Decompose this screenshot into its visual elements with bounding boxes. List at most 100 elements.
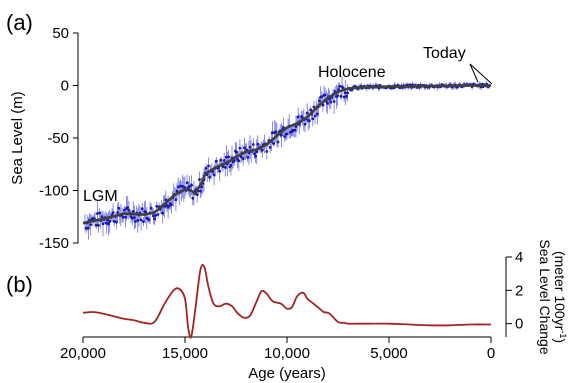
data-point xyxy=(238,146,242,150)
data-point xyxy=(191,196,195,200)
data-point xyxy=(243,146,246,150)
data-point xyxy=(342,95,346,99)
data-point xyxy=(305,111,309,115)
annotation-holocene: Holocene xyxy=(318,64,386,81)
data-point xyxy=(227,155,231,159)
data-point xyxy=(131,210,135,213)
data-point xyxy=(167,204,171,208)
data-point xyxy=(219,158,223,162)
x-tick-label: 10,000 xyxy=(264,345,310,362)
panel-b-y-axis-label-line2: (meter 100yr-1) xyxy=(552,251,568,343)
data-point xyxy=(155,204,159,208)
data-point xyxy=(181,185,185,188)
y-tick-label: -150 xyxy=(39,235,69,252)
data-point xyxy=(124,215,127,219)
data-point xyxy=(296,115,300,119)
data-point xyxy=(318,99,321,103)
data-point xyxy=(229,164,233,167)
data-point xyxy=(323,93,327,97)
today-pointer-line xyxy=(469,63,493,85)
data-point xyxy=(260,148,264,152)
data-point xyxy=(207,164,210,168)
x-tick-label: 20,000 xyxy=(60,345,106,362)
panel-a-y-axis-label: Sea Level (m) xyxy=(9,91,26,184)
panel-b: (b) 20,000 15,000 10,000 5,000 0 Age (years)… xyxy=(6,239,568,382)
data-point xyxy=(108,219,112,223)
data-point xyxy=(248,145,252,149)
data-point xyxy=(214,159,218,163)
x-tick-label: 5,000 xyxy=(370,345,408,362)
data-point xyxy=(149,206,153,210)
data-point xyxy=(84,226,88,230)
data-point xyxy=(276,140,280,144)
data-point xyxy=(176,185,180,189)
data-point xyxy=(320,95,324,99)
data-point xyxy=(223,166,227,169)
data-point xyxy=(294,125,298,128)
data-point xyxy=(147,218,151,222)
data-point xyxy=(156,213,160,216)
data-point xyxy=(115,220,118,224)
panel-a-label: (a) xyxy=(6,10,33,35)
y-tick-label: -50 xyxy=(47,130,69,147)
data-point xyxy=(336,94,339,98)
data-point xyxy=(309,108,312,112)
data-point xyxy=(321,103,325,107)
data-point xyxy=(212,173,216,177)
data-point xyxy=(285,132,289,136)
annotation-today: Today xyxy=(423,45,466,62)
data-point xyxy=(152,214,155,218)
data-point xyxy=(271,131,274,135)
data-point xyxy=(293,128,297,132)
data-point xyxy=(112,220,116,223)
data-point xyxy=(164,198,168,202)
data-point xyxy=(117,206,121,210)
data-point xyxy=(199,189,203,193)
data-point xyxy=(208,175,212,179)
data-point xyxy=(98,211,101,215)
data-point xyxy=(153,217,157,221)
data-point xyxy=(265,150,269,153)
data-point xyxy=(338,84,342,88)
data-point xyxy=(161,211,164,215)
x-tick-label: 0 xyxy=(487,345,495,362)
data-point xyxy=(100,215,104,219)
data-point xyxy=(130,216,134,220)
data-point xyxy=(235,151,238,154)
data-point xyxy=(105,221,108,225)
data-point xyxy=(237,159,241,163)
data-point xyxy=(308,119,311,123)
panel-b-label: (b) xyxy=(6,272,33,297)
data-point xyxy=(225,155,228,159)
data-point xyxy=(111,211,115,215)
data-point xyxy=(87,226,90,230)
data-point xyxy=(315,112,319,116)
panel-b-x-axis-label: Age (years) xyxy=(248,365,326,382)
y-tick-label: 0 xyxy=(61,78,69,95)
data-point xyxy=(134,220,137,223)
data-point xyxy=(254,154,257,158)
data-point xyxy=(121,215,125,219)
data-point xyxy=(218,169,222,173)
data-point xyxy=(116,211,119,214)
data-point xyxy=(170,203,173,207)
today-pointer-line xyxy=(469,63,479,83)
data-point xyxy=(198,178,201,181)
panel-b-y-axis-label-line1: Sea Level Change xyxy=(537,239,553,354)
data-point xyxy=(185,181,189,185)
data-point xyxy=(339,94,343,98)
data-point xyxy=(96,212,99,216)
data-point xyxy=(101,222,105,226)
panel-b-y-ticks: 4 2 0 xyxy=(506,249,523,333)
panel-b-x-ticks: 20,000 15,000 10,000 5,000 0 xyxy=(60,337,495,362)
data-point xyxy=(139,218,143,222)
panel-a: (a) 50 0 -50 -100 -150 Sea Level (m) LGM Hol… xyxy=(6,10,493,252)
data-point xyxy=(190,183,194,187)
data-point xyxy=(222,159,226,162)
data-point xyxy=(312,105,316,109)
data-point xyxy=(107,222,110,226)
data-point xyxy=(280,133,283,137)
data-point xyxy=(122,208,126,212)
data-point xyxy=(174,198,178,202)
